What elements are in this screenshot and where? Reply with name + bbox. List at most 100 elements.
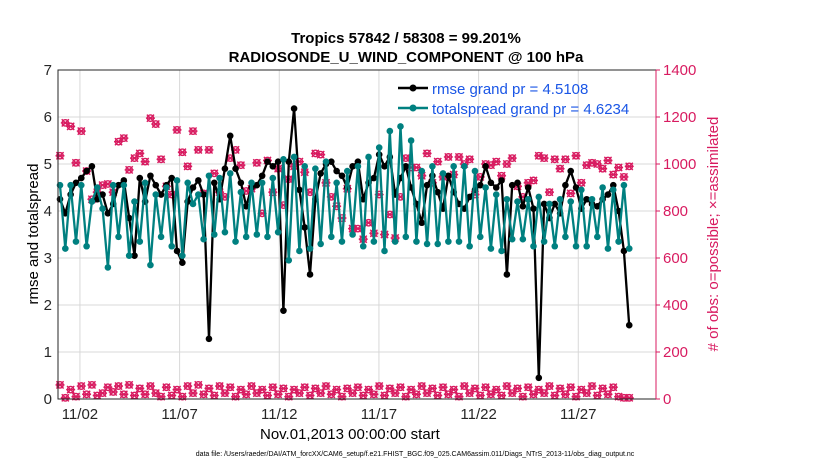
spread-point — [67, 181, 74, 189]
spread-point — [588, 195, 596, 203]
rmse-point — [594, 203, 601, 210]
rmse-point — [173, 247, 181, 255]
spread-point — [157, 233, 165, 241]
obs-point-low — [103, 383, 113, 392]
spread-point — [343, 167, 351, 175]
obs-point-high — [316, 150, 326, 159]
spread-point — [365, 153, 372, 161]
spread-point — [232, 238, 239, 245]
obs-point-low — [188, 389, 198, 398]
rmse-point — [567, 167, 575, 175]
obs-point-low — [161, 383, 171, 392]
rmse-point — [221, 165, 229, 172]
obs-point-low — [55, 380, 65, 389]
obs-point-low — [433, 391, 443, 400]
rmse-point — [354, 158, 362, 165]
spread-point — [322, 158, 330, 165]
rmse-point — [540, 200, 548, 208]
spread-point — [455, 238, 463, 245]
y-tick-label-left: 5 — [44, 156, 52, 173]
rmse-point — [434, 188, 442, 196]
obs-point-low — [300, 383, 310, 392]
y-tick-label-right: 1200 — [663, 109, 696, 126]
obs-point-low — [215, 381, 225, 391]
spread-point — [604, 245, 612, 252]
obs-point-low — [220, 389, 230, 398]
obs-point-high — [571, 151, 581, 160]
spread-point — [594, 233, 601, 241]
rmse-point — [88, 163, 96, 170]
obs-point-low — [167, 391, 177, 400]
obs-point-low — [608, 383, 618, 392]
spread-point — [253, 231, 261, 238]
obs-point-low — [598, 384, 608, 393]
spread-point — [375, 144, 383, 151]
obs-point-low — [523, 383, 533, 392]
rmse-point — [604, 191, 612, 198]
spread-point — [184, 179, 191, 187]
spread-point — [397, 123, 404, 130]
obs-point-low — [268, 383, 278, 392]
spread-point — [620, 181, 628, 189]
obs-point-high — [140, 157, 150, 166]
spread-point — [567, 198, 575, 205]
obs-point-high — [177, 148, 187, 157]
rmse-point — [328, 158, 335, 165]
rmse-point — [572, 184, 580, 191]
spread-point — [349, 231, 356, 238]
obs-point-high — [114, 137, 124, 146]
obs-point-high — [145, 114, 155, 123]
spread-point — [328, 233, 335, 241]
obs-point-high — [465, 155, 475, 164]
obs-point-low — [60, 393, 70, 402]
obs-point-low — [449, 385, 459, 394]
y-tick-label-right: 0 — [663, 391, 671, 408]
spread-point — [482, 184, 489, 191]
spread-point — [83, 242, 90, 250]
rmse-point — [72, 179, 80, 187]
x-axis-label: Nov.01,2013 00:00:00 start — [260, 426, 440, 443]
obs-point-high — [204, 145, 214, 154]
obs-point-low — [87, 380, 97, 389]
obs-point-high — [608, 170, 618, 179]
rmse-point — [205, 335, 213, 343]
obs-point-high — [528, 176, 538, 185]
rmse-point — [301, 224, 309, 231]
spread-point — [524, 195, 532, 203]
rmse-point — [168, 174, 176, 182]
obs-point-low — [566, 383, 576, 392]
obs-point-low — [316, 389, 326, 398]
spread-point — [147, 261, 154, 269]
spread-point — [583, 242, 590, 250]
obs-point-high — [156, 155, 166, 164]
obs-point-high — [443, 152, 453, 162]
spread-point — [354, 163, 362, 170]
rmse-point — [418, 219, 426, 227]
rmse-point — [562, 181, 569, 189]
obs-point-low — [390, 389, 400, 398]
obs-point-low — [592, 391, 602, 400]
spread-point — [413, 238, 420, 245]
rmse-point — [402, 163, 410, 170]
obs-point-high — [555, 164, 565, 173]
obs-point-low — [321, 381, 331, 391]
spread-point — [535, 193, 543, 201]
rmse-point — [620, 247, 628, 255]
obs-point-high — [321, 178, 331, 187]
rmse-point — [200, 191, 207, 198]
rmse-point — [104, 210, 112, 217]
spread-point — [152, 191, 160, 198]
spread-point — [226, 170, 234, 177]
rmse-point — [147, 172, 154, 180]
rmse-point — [514, 179, 521, 187]
spread-point — [306, 245, 314, 252]
obs-point-low — [544, 381, 554, 391]
spread-point — [210, 231, 218, 238]
spread-point — [466, 242, 473, 250]
obs-point-high — [183, 162, 193, 171]
spread-point — [391, 238, 399, 245]
rmse-point — [306, 271, 314, 278]
chart-title: Tropics 57842 / 58308 = 99.201% — [291, 30, 521, 47]
obs-point-high — [507, 154, 517, 163]
y-tick-label-right: 1400 — [663, 62, 696, 79]
